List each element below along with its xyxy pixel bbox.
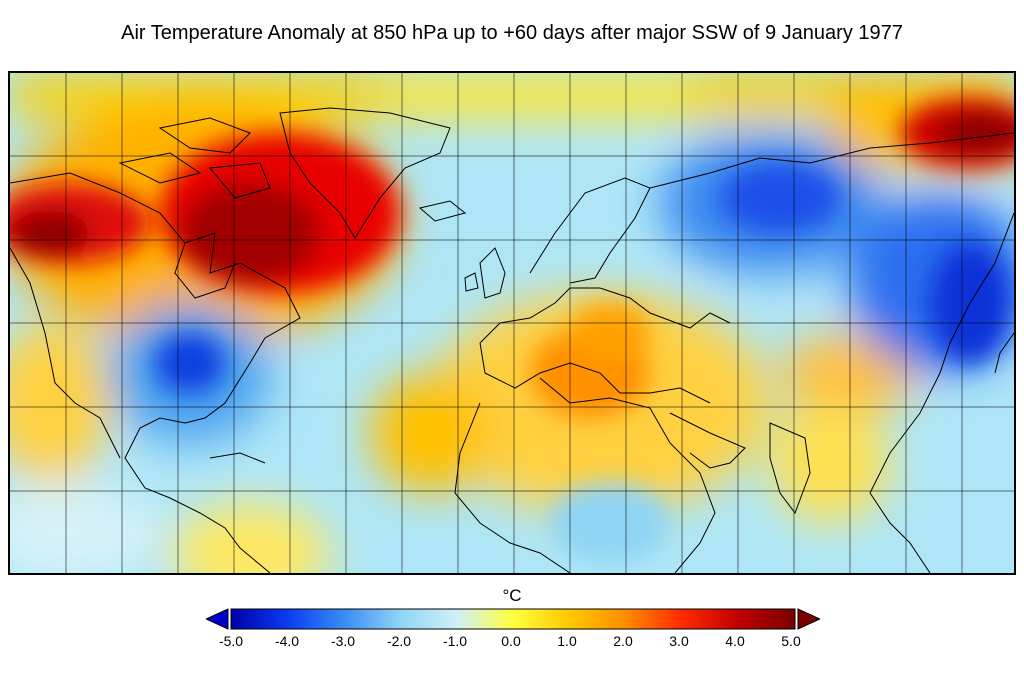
colorbar-tick-label: -5.0 [218,633,244,649]
colorbar-tick-label: 4.0 [725,633,745,649]
coastlines [10,107,1014,573]
colorbar-tick-label: 0.0 [501,633,521,649]
chart-title: Air Temperature Anomaly at 850 hPa up to… [121,22,903,44]
graticule [10,73,1014,573]
anomaly-field-cores [10,98,1014,563]
colorbar-tick-label: 1.0 [557,633,577,649]
colorbar-tick-label: -4.0 [274,633,300,649]
colorbar-min-extend-arrow [204,608,229,630]
colorbar-graphic [204,608,822,630]
colorbar-tick-label: -2.0 [386,633,412,649]
temperature-anomaly-map [8,71,1016,575]
colorbar-max-extend-arrow [797,608,822,630]
colorbar [204,607,822,631]
colorbar-tick-labels: -5.0 -4.0 -3.0 -2.0 -1.0 0.0 1.0 2.0 3.0 4.0 5.0 [0,633,1024,653]
colorbar-unit-label: °C [502,586,522,605]
colorbar-tick-label: 5.0 [781,633,801,649]
colorbar-tick-label: -3.0 [330,633,356,649]
colorbar-tick-label: -1.0 [442,633,468,649]
map-canvas [10,73,1014,573]
colorbar-tick-label: 3.0 [669,633,689,649]
colorbar-gradient [230,608,796,630]
colorbar-tick-label: 2.0 [613,633,633,649]
